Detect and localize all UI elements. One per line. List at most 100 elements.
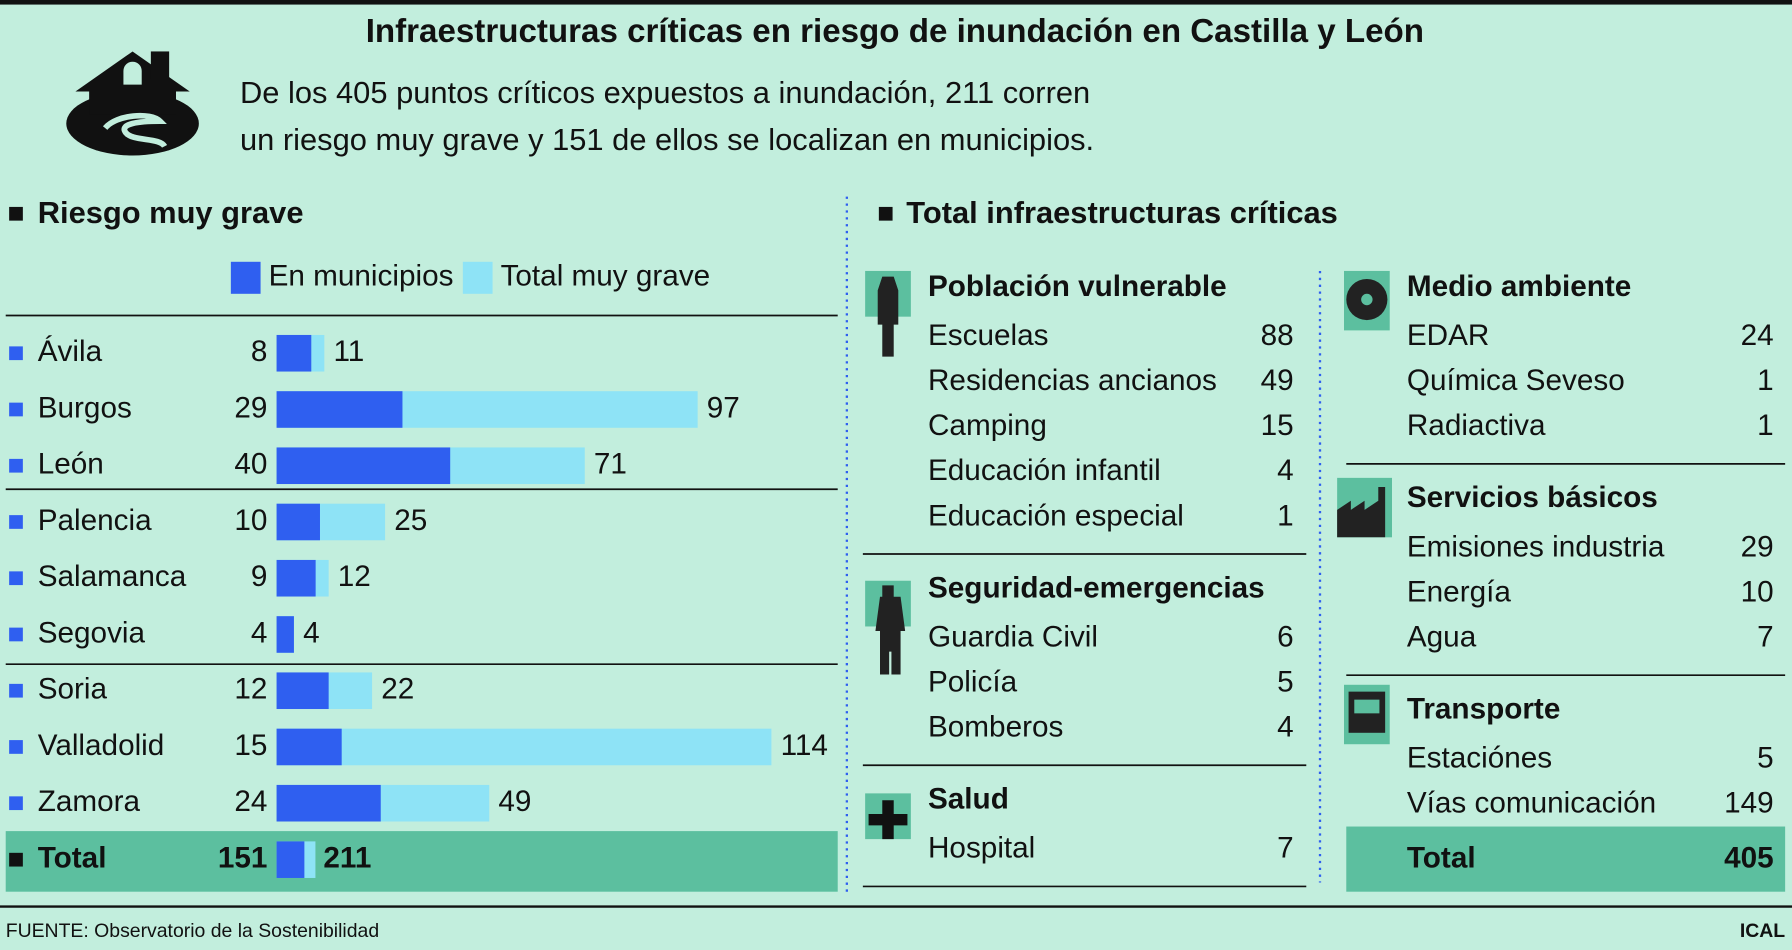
value-label: 10 [234,504,267,537]
group-title: Medio ambiente [1407,270,1631,303]
item-label: Química Seveso [1407,364,1625,397]
value-label: 49 [498,785,531,818]
house-icon [66,51,199,156]
category-label: Segovia [38,616,146,649]
item-label: Vías comunicación [1407,787,1656,820]
bar-municipios [276,784,381,822]
section-title: Total infraestructuras críticas [906,195,1338,230]
value-label: 4 [303,616,320,649]
bullet [9,515,23,529]
group-title: Población vulnerable [928,270,1227,303]
item-value: 7 [1757,620,1774,653]
bar-municipios [276,334,312,372]
category-label: Salamanca [38,560,187,593]
category-label: Valladolid [38,729,165,762]
item-label: Agua [1407,620,1477,653]
item-label: Energía [1407,575,1511,608]
category-label: Burgos [38,391,132,424]
bullet [9,627,23,642]
item-value: 49 [1261,364,1294,397]
legend-label: En municipios [269,260,454,293]
bullet [878,206,893,221]
item-value: 4 [1277,711,1294,744]
group-title: Servicios básicos [1407,481,1658,514]
item-label: Estaciónes [1407,742,1552,775]
bullet [9,796,23,811]
item-value: 24 [1741,319,1774,352]
bullet [9,458,23,473]
value-label: 12 [234,673,267,706]
value-label: 8 [251,335,268,368]
item-label: Radiactiva [1407,409,1546,442]
value-label: 211 [323,842,371,875]
item-label: EDAR [1407,319,1490,352]
item-label: Bomberos [928,711,1063,744]
bar-municipios [276,672,329,710]
item-value: 4 [1277,454,1294,487]
bar-municipios [276,728,342,766]
bar-municipios [276,391,403,428]
bullet [9,683,23,698]
item-value: 6 [1277,620,1294,653]
value-label: 11 [333,335,364,368]
item-value: 1 [1277,499,1294,532]
legend-swatch [462,261,493,294]
group-title: Seguridad-emergencias [928,571,1265,604]
legend-swatch [230,261,261,294]
group-title: Salud [928,783,1009,816]
item-label: Hospital [928,832,1035,865]
item-label: Educación especial [928,499,1184,532]
value-label: 22 [381,673,414,706]
item-value: 88 [1261,319,1294,352]
value-label: 151 [218,842,268,875]
value-label: 40 [234,448,267,481]
subtitle: De los 405 puntos críticos expuestos a i… [240,75,1090,110]
item-label: Educación infantil [928,454,1161,487]
item-value: 149 [1724,787,1774,820]
value-label: 97 [707,391,740,424]
category-label: Palencia [38,504,152,537]
item-value: 29 [1741,530,1774,563]
item-value: 5 [1277,665,1294,698]
bullet [9,740,23,754]
item-label: Emisiones industria [1407,530,1665,563]
bullet [9,571,23,586]
icons [865,270,1392,840]
category-label: Soria [38,673,108,706]
value-label: 9 [251,560,268,593]
value-label: 25 [394,504,427,537]
group-title: Transporte [1407,692,1560,725]
credit: ICAL [1740,920,1785,942]
title: Infraestructuras críticas en riesgo de i… [366,13,1424,50]
bar-municipios [276,447,451,485]
category-label: Ávila [38,335,103,368]
source: FUENTE: Observatorio de la Sostenibilida… [6,920,379,942]
total-row [1346,826,1786,892]
value-label: 114 [781,729,828,762]
bar-municipios [276,559,316,597]
item-value: 1 [1757,409,1774,442]
value-label: 29 [234,391,267,424]
value-label: 24 [234,785,267,818]
value-label: 15 [234,729,267,762]
item-label: Escuelas [928,319,1049,352]
top-rule [0,0,1792,5]
bar-municipios [276,503,320,541]
bar-municipios [276,616,294,653]
legend-label: Total muy grave [501,260,711,293]
bullet [9,402,23,417]
item-label: Residencias ancianos [928,364,1217,397]
item-value: 10 [1741,575,1774,608]
item-label: Guardia Civil [928,620,1098,653]
total-label: Total [1407,842,1476,875]
bar-total [276,728,772,766]
subtitle: un riesgo muy grave y 151 de ellos se lo… [240,122,1094,157]
total-value: 405 [1724,842,1774,875]
item-value: 15 [1261,409,1294,442]
item-value: 7 [1277,832,1294,865]
value-label: 12 [338,560,371,593]
value-label: 4 [251,616,268,649]
bar-municipios [276,841,305,878]
category-label: León [38,448,104,481]
